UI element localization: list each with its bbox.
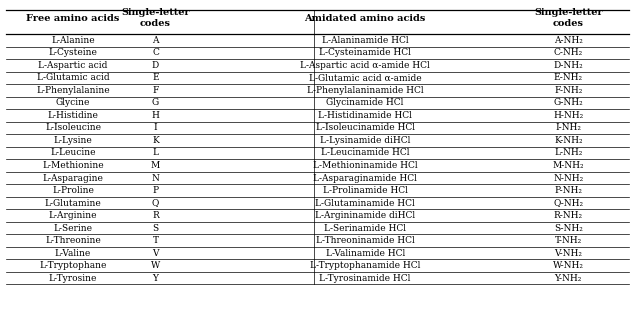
Text: L-Lysine: L-Lysine	[53, 136, 93, 145]
Text: I-NH₂: I-NH₂	[556, 124, 581, 133]
Text: F: F	[152, 86, 159, 95]
Text: L-Lysinamide diHCl: L-Lysinamide diHCl	[320, 136, 410, 145]
Text: T: T	[152, 236, 159, 245]
Text: L-Histidine: L-Histidine	[48, 111, 98, 120]
Text: L-NH₂: L-NH₂	[554, 149, 582, 158]
Text: C: C	[152, 48, 159, 58]
Text: I: I	[154, 124, 157, 133]
Text: L-Tyrosine: L-Tyrosine	[49, 274, 97, 283]
Text: L-Alanine: L-Alanine	[51, 36, 95, 45]
Text: N-NH₂: N-NH₂	[553, 174, 584, 183]
Text: L-Alaninamide HCl: L-Alaninamide HCl	[322, 36, 408, 45]
Text: L-Serine: L-Serine	[53, 224, 93, 233]
Text: Y: Y	[152, 274, 159, 283]
Text: L-Serinamide HCl: L-Serinamide HCl	[324, 224, 406, 233]
Text: L-Glutamic acid α-amide: L-Glutamic acid α-amide	[309, 73, 422, 83]
Text: R-NH₂: R-NH₂	[554, 211, 583, 220]
Text: L-Prolinamide HCl: L-Prolinamide HCl	[323, 186, 408, 195]
Text: L-Glutamine: L-Glutamine	[44, 199, 102, 208]
Text: F-NH₂: F-NH₂	[554, 86, 582, 95]
Text: K: K	[152, 136, 159, 145]
Text: L-Cysteinamide HCl: L-Cysteinamide HCl	[319, 48, 411, 58]
Text: K-NH₂: K-NH₂	[554, 136, 583, 145]
Text: L: L	[152, 149, 159, 158]
Text: L-Methionine: L-Methionine	[42, 161, 104, 170]
Text: L-Valine: L-Valine	[55, 249, 91, 258]
Text: L-Phenylalanine: L-Phenylalanine	[36, 86, 110, 95]
Text: D: D	[152, 61, 159, 70]
Text: Amidated amino acids: Amidated amino acids	[304, 14, 426, 22]
Text: W-NH₂: W-NH₂	[553, 261, 584, 270]
Text: L-Glutaminamide HCl: L-Glutaminamide HCl	[315, 199, 415, 208]
Text: L-Tyrosinamide HCl: L-Tyrosinamide HCl	[319, 274, 411, 283]
Text: L-Leucinamide HCl: L-Leucinamide HCl	[321, 149, 410, 158]
Text: L-Aspartic acid α-amide HCl: L-Aspartic acid α-amide HCl	[300, 61, 430, 70]
Text: L-Tryptophanamide HCl: L-Tryptophanamide HCl	[310, 261, 420, 270]
Text: L-Histidinamide HCl: L-Histidinamide HCl	[318, 111, 412, 120]
Text: S-NH₂: S-NH₂	[554, 224, 583, 233]
Text: E: E	[152, 73, 159, 83]
Text: L-Valinamide HCl: L-Valinamide HCl	[326, 249, 404, 258]
Text: L-Leucine: L-Leucine	[50, 149, 96, 158]
Text: G-NH₂: G-NH₂	[554, 98, 583, 108]
Text: Glycine: Glycine	[56, 98, 90, 108]
Text: R: R	[152, 211, 159, 220]
Text: Glycinamide HCl: Glycinamide HCl	[326, 98, 404, 108]
Text: E-NH₂: E-NH₂	[554, 73, 583, 83]
Text: Q: Q	[152, 199, 159, 208]
Text: L-Aspartic acid: L-Aspartic acid	[38, 61, 108, 70]
Text: L-Glutamic acid: L-Glutamic acid	[37, 73, 109, 83]
Text: A-NH₂: A-NH₂	[554, 36, 583, 45]
Text: L-Tryptophane: L-Tryptophane	[39, 261, 107, 270]
Text: L-Arginine: L-Arginine	[49, 211, 97, 220]
Text: N: N	[152, 174, 159, 183]
Text: H-NH₂: H-NH₂	[553, 111, 584, 120]
Text: G: G	[152, 98, 159, 108]
Text: L-Asparaginamide HCl: L-Asparaginamide HCl	[313, 174, 417, 183]
Text: Q-NH₂: Q-NH₂	[553, 199, 584, 208]
Text: Free amino acids: Free amino acids	[26, 14, 120, 22]
Text: P-NH₂: P-NH₂	[554, 186, 582, 195]
Text: L-Proline: L-Proline	[52, 186, 94, 195]
Text: A: A	[152, 36, 159, 45]
Text: Single-letter
codes: Single-letter codes	[534, 8, 603, 28]
Text: L-Cysteine: L-Cysteine	[49, 48, 97, 58]
Text: L-Argininamide diHCl: L-Argininamide diHCl	[315, 211, 415, 220]
Text: L-Phenylalaninamide HCl: L-Phenylalaninamide HCl	[307, 86, 424, 95]
Text: Single-letter
codes: Single-letter codes	[121, 8, 190, 28]
Text: L-Isoleucinamide HCl: L-Isoleucinamide HCl	[316, 124, 415, 133]
Text: V-NH₂: V-NH₂	[554, 249, 582, 258]
Text: L-Methioninamide HCl: L-Methioninamide HCl	[313, 161, 417, 170]
Text: P: P	[152, 186, 159, 195]
Text: V: V	[152, 249, 159, 258]
Text: T-NH₂: T-NH₂	[555, 236, 582, 245]
Text: L-Asparagine: L-Asparagine	[43, 174, 104, 183]
Text: L-Threoninamide HCl: L-Threoninamide HCl	[316, 236, 415, 245]
Text: H: H	[152, 111, 159, 120]
Text: L-Threonine: L-Threonine	[45, 236, 101, 245]
Text: W: W	[151, 261, 160, 270]
Text: D-NH₂: D-NH₂	[554, 61, 583, 70]
Text: M: M	[151, 161, 160, 170]
Text: Y-NH₂: Y-NH₂	[554, 274, 582, 283]
Text: C-NH₂: C-NH₂	[554, 48, 583, 58]
Text: L-Isoleucine: L-Isoleucine	[45, 124, 101, 133]
Text: S: S	[152, 224, 159, 233]
Text: M-NH₂: M-NH₂	[552, 161, 584, 170]
